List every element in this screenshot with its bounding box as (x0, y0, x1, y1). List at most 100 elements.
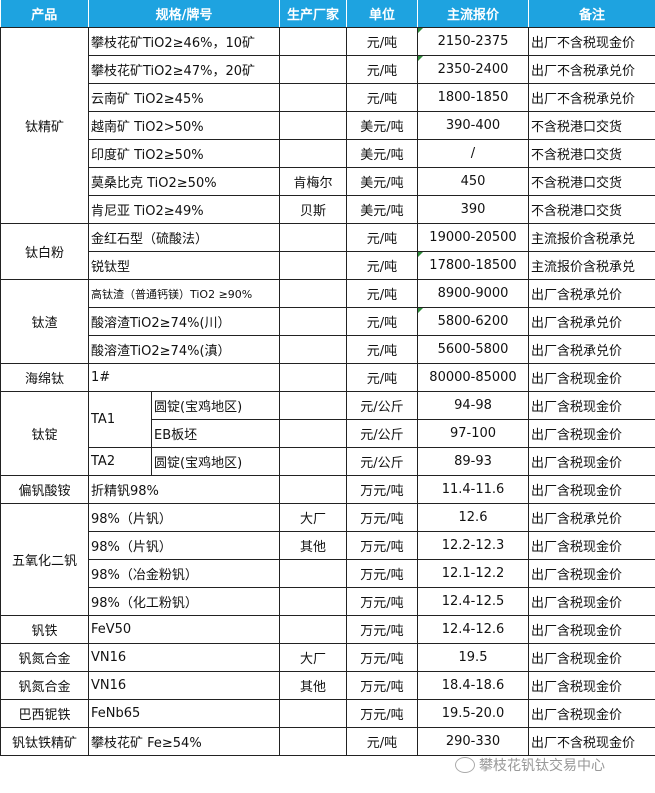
note-cell: 不含税港口交货 (528, 139, 655, 168)
spec-cell: 越南矿 TiO2>50% (88, 111, 280, 140)
note-cell: 出厂不含税现金价 (528, 27, 655, 56)
note-cell: 出厂含税现金价 (528, 419, 655, 448)
unit-cell: 美元/吨 (346, 167, 418, 196)
price-cell: 19000-20500 (417, 223, 529, 252)
table-row: 钒氮合金 VN16 大厂 万元/吨 19.5 出厂含税现金价 (0, 643, 655, 672)
price-cell: 80000-85000 (417, 363, 529, 392)
note-cell: 主流报价含税承兑 (528, 223, 655, 252)
spec-cell: 圆锭(宝鸡地区) (151, 391, 280, 420)
table-row: 98%（片钒） 其他 万元/吨 12.2-12.3 出厂含税现金价 (1, 531, 655, 560)
price-cell: 12.4-12.6 (417, 615, 529, 644)
unit-cell: 万元/吨 (346, 531, 418, 560)
unit-cell: 美元/吨 (346, 139, 418, 168)
price-cell: 17800-18500 (417, 251, 529, 280)
product-cell: 钛锭 (0, 391, 89, 476)
unit-cell: 元/吨 (346, 727, 418, 756)
price-cell: 12.4-12.5 (417, 587, 529, 616)
unit-cell: 元/吨 (346, 55, 418, 84)
table-row: TA2 圆锭(宝鸡地区) 元/公斤 89-93 出厂含税现金价 (1, 447, 655, 476)
unit-cell: 万元/吨 (346, 671, 418, 700)
note-cell: 出厂不含税承兑价 (528, 83, 655, 112)
table-row: 酸溶渣TiO2≥74%(川） 元/吨 5800-6200 出厂含税承兑价 (1, 307, 655, 336)
spec-cell: 肯尼亚 TiO2≥49% (88, 195, 280, 224)
maker-cell (279, 587, 347, 616)
table-row: 巴西铌铁 FeNb65 万元/吨 19.5-20.0 出厂含税现金价 (0, 699, 655, 728)
table-row: 肯尼亚 TiO2≥49% 贝斯 美元/吨 390 不含税港口交货 (1, 195, 655, 224)
product-cell: 钛精矿 (0, 27, 89, 224)
unit-cell: 万元/吨 (346, 475, 418, 504)
spec-cell: 莫桑比克 TiO2≥50% (88, 167, 280, 196)
header-note: 备注 (528, 0, 655, 28)
product-cell: 偏钒酸铵 (0, 475, 89, 504)
unit-cell: 元/吨 (346, 307, 418, 336)
maker-cell (279, 727, 347, 756)
price-cell: 12.6 (417, 503, 529, 532)
maker-cell (279, 251, 347, 280)
unit-cell: 元/吨 (346, 363, 418, 392)
spec-cell: 金红石型（硫酸法） (88, 223, 280, 252)
spec-cell: EB板坯 (151, 419, 280, 448)
maker-cell (279, 559, 347, 588)
price-cell: 2150-2375 (417, 27, 529, 56)
header-price: 主流报价 (417, 0, 529, 28)
price-cell: 19.5-20.0 (417, 699, 529, 728)
spec-cell: 98%（化工粉钒） (88, 587, 280, 616)
note-cell: 出厂含税现金价 (528, 447, 655, 476)
maker-cell (279, 279, 347, 308)
maker-cell (279, 111, 347, 140)
price-cell: 390 (417, 195, 529, 224)
maker-cell (279, 139, 347, 168)
price-cell: 390-400 (417, 111, 529, 140)
price-cell: 5600-5800 (417, 335, 529, 364)
maker-cell: 其他 (279, 531, 347, 560)
unit-cell: 元/吨 (346, 27, 418, 56)
maker-cell (279, 615, 347, 644)
spec-cell: 98%（片钒） (88, 503, 280, 532)
price-cell: 94-98 (417, 391, 529, 420)
unit-cell: 元/吨 (346, 223, 418, 252)
spec-cell: 折精钒98% (88, 475, 280, 504)
wechat-icon (455, 757, 475, 773)
header-unit: 单位 (346, 0, 418, 28)
table-row: 钒钛铁精矿 攀枝花矿 Fe≥54% 元/吨 290-330 出厂不含税现金价 (0, 727, 655, 756)
spec-cell: 攀枝花矿TiO2≥47%，20矿 (88, 55, 280, 84)
table-row: 钒氮合金 VN16 其他 万元/吨 18.4-18.6 出厂含税现金价 (0, 671, 655, 700)
maker-cell (279, 55, 347, 84)
note-cell: 出厂含税现金价 (528, 475, 655, 504)
price-cell: 19.5 (417, 643, 529, 672)
note-cell: 出厂含税现金价 (528, 643, 655, 672)
note-cell: 出厂含税现金价 (528, 587, 655, 616)
table-row: 98%（化工粉钒） 万元/吨 12.4-12.5 出厂含税现金价 (1, 587, 655, 616)
table-row: 钛渣 高钛渣（普通钙镁）TiO2 ≥90% 元/吨 8900-9000 出厂含税承兑价 (0, 279, 655, 364)
maker-cell (279, 363, 347, 392)
product-cell: 海绵钛 (0, 363, 89, 392)
spec-cell: 攀枝花矿TiO2≥46%，10矿 (88, 27, 280, 56)
unit-cell: 元/吨 (346, 83, 418, 112)
maker-cell (279, 391, 347, 420)
table-row: 攀枝花矿TiO2≥47%，20矿 元/吨 2350-2400 出厂不含税承兑价 (1, 55, 655, 84)
table-row: 钛精矿 攀枝花矿TiO2≥46%，10矿 元/吨 2150-2375 出厂不含税现金价 (0, 27, 655, 224)
price-cell: 2350-2400 (417, 55, 529, 84)
table-row: 莫桑比克 TiO2≥50% 肯梅尔 美元/吨 450 不含税港口交货 (1, 167, 655, 196)
price-cell: / (417, 139, 529, 168)
note-cell: 出厂含税现金价 (528, 531, 655, 560)
watermark: 攀枝花钒钛交易中心 (455, 755, 605, 775)
table-row: 钛白粉 金红石型（硫酸法） 元/吨 19000-20500 主流报价含税承兑 (0, 223, 655, 280)
maker-cell (279, 27, 347, 56)
price-cell: 12.1-12.2 (417, 559, 529, 588)
unit-cell: 元/公斤 (346, 391, 418, 420)
note-cell: 不含税港口交货 (528, 167, 655, 196)
maker-cell (279, 447, 347, 476)
product-cell: 钒铁 (0, 615, 89, 644)
price-cell: 1800-1850 (417, 83, 529, 112)
maker-cell: 其他 (279, 671, 347, 700)
product-cell: 钒氮合金 (0, 671, 89, 700)
table-row: 云南矿 TiO2≥45% 元/吨 1800-1850 出厂不含税承兑价 (1, 83, 655, 112)
product-cell: 巴西铌铁 (0, 699, 89, 728)
grade-cell: TA1 (88, 391, 152, 448)
price-cell: 5800-6200 (417, 307, 529, 336)
spec-cell: 圆锭(宝鸡地区) (151, 447, 280, 476)
unit-cell: 元/吨 (346, 279, 418, 308)
price-cell: 8900-9000 (417, 279, 529, 308)
price-cell: 11.4-11.6 (417, 475, 529, 504)
